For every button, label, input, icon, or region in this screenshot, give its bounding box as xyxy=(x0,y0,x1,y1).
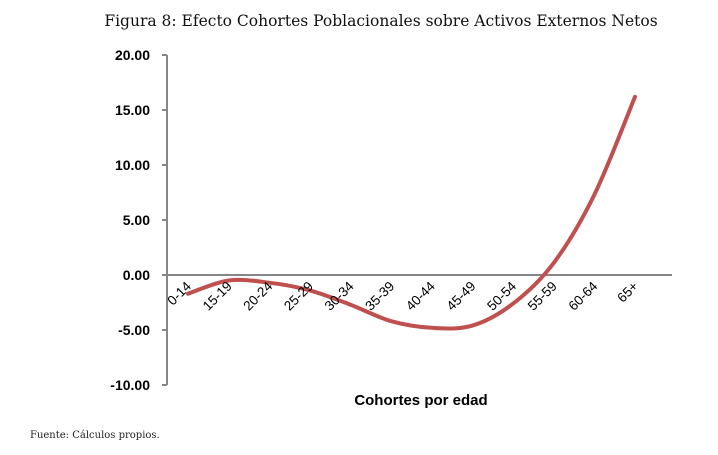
y-tick-label: 10.00 xyxy=(115,157,150,173)
series-line xyxy=(186,94,637,331)
y-tick-label: -10.00 xyxy=(110,377,150,393)
y-tick-label: 20.00 xyxy=(115,47,150,63)
x-tick-label: 60-64 xyxy=(565,278,600,313)
x-tick-label: 40-44 xyxy=(403,278,438,313)
y-tick-label: 0.00 xyxy=(123,267,150,283)
x-tick-label: 0-14 xyxy=(164,278,194,308)
y-tick-label: -5.00 xyxy=(118,322,150,338)
x-axis-label: Cohortes por edad xyxy=(354,392,487,409)
source-note: Fuente: Cálculos propios. xyxy=(30,430,160,441)
x-tick-label: 55-59 xyxy=(525,279,560,314)
x-tick-label: 65+ xyxy=(614,278,641,305)
chart-title: Figura 8: Efecto Cohortes Poblacionales … xyxy=(104,12,658,30)
x-tick-label: 50-54 xyxy=(484,278,519,313)
y-tick-label: 15.00 xyxy=(115,102,150,118)
y-tick-label: 5.00 xyxy=(123,212,150,228)
x-tick-label: 45-49 xyxy=(444,279,479,314)
x-tick-label: 35-39 xyxy=(362,279,397,314)
